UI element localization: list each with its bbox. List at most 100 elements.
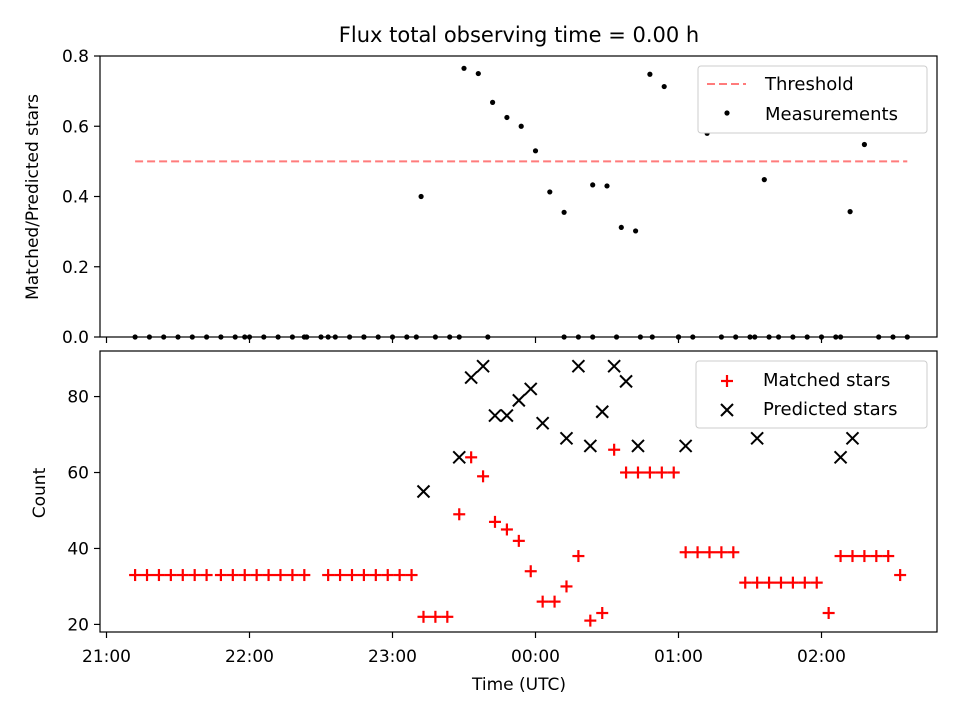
measurement-point [647, 71, 653, 77]
top-ytick-label: 0.2 [62, 258, 89, 278]
measurements-legend-swatch [724, 110, 730, 116]
matched-star-point [643, 466, 656, 479]
bottom-ytick-label: 80 [67, 388, 89, 408]
measurement-point [776, 334, 782, 340]
predicted-star-point [583, 439, 598, 453]
bottom-legend-box [695, 360, 928, 429]
matched-star-point [524, 565, 537, 578]
xtick-label: 02:00 [797, 647, 846, 667]
predicted-star-point [476, 359, 490, 373]
measurement-point [890, 334, 896, 340]
matched-star-point [584, 614, 597, 627]
measurement-point [547, 189, 553, 195]
measurement-point [561, 209, 567, 215]
predicted-star-point [559, 431, 574, 446]
predicted-legend-swatch [720, 403, 734, 417]
matched-star-point [739, 576, 752, 589]
predicted-star-point [750, 431, 764, 446]
predicted-star-point [524, 382, 538, 396]
predicted-star-point [452, 450, 466, 465]
measurement-point [590, 334, 596, 340]
measurement-point [475, 70, 481, 77]
matched-star-point [620, 466, 633, 479]
matched-star-point [357, 569, 370, 582]
measurement-point [375, 334, 381, 340]
top-legend-box [697, 65, 928, 134]
xtick-label: 21:00 [82, 647, 131, 667]
measurement-point [413, 334, 419, 340]
matched-star-point [548, 595, 561, 608]
matched-star-point [715, 546, 728, 559]
top-ytick-label: 0.8 [62, 47, 89, 67]
measurement-point [461, 65, 467, 71]
top-ytick-label: 0.0 [62, 328, 89, 348]
matched-star-point [188, 569, 201, 582]
bottom-y-axis: 20 40 60 80 [67, 388, 100, 635]
measurement-point [661, 83, 667, 90]
measurement-point [189, 334, 195, 340]
measurement-point [504, 114, 510, 121]
measurement-point [847, 209, 853, 215]
matched-stars-points [129, 443, 907, 627]
matched-star-point [477, 470, 490, 483]
matched-star-point [536, 595, 549, 608]
top-ytick-label: 0.4 [62, 188, 89, 208]
x-axis-label: Time (UTC) [471, 675, 566, 695]
matched-star-point [870, 550, 883, 563]
matched-star-point [631, 466, 644, 479]
measurement-point [837, 334, 844, 340]
matched-star-point [691, 546, 704, 559]
bottom-ytick-label: 20 [67, 615, 89, 635]
matched-star-point [214, 569, 227, 582]
measurement-point [289, 334, 295, 340]
matched-star-point [286, 569, 299, 582]
measurement-point [432, 334, 438, 340]
matched-star-point [369, 569, 382, 582]
predicted-star-point [571, 359, 586, 373]
matched-star-point [798, 576, 811, 589]
matched-star-point [152, 569, 165, 582]
xtick-label: 01:00 [654, 647, 703, 667]
matched-star-point [667, 466, 680, 479]
measurement-point [204, 334, 210, 340]
predicted-star-point [607, 359, 621, 373]
matched-star-point [322, 569, 335, 582]
top-y-axis-label: Matched/Predicted stars [23, 94, 43, 300]
measurement-point [590, 182, 596, 188]
matched-legend-label: Matched stars [763, 370, 890, 391]
matched-star-point [858, 550, 871, 563]
measurement-point [325, 334, 331, 340]
matched-star-point [298, 569, 311, 582]
top-ytick-label: 0.6 [62, 117, 89, 137]
bottom-ytick-label: 60 [67, 464, 89, 484]
matched-star-point [822, 607, 835, 620]
matched-star-point [381, 569, 394, 582]
xtick-label: 22:00 [225, 647, 274, 667]
matched-star-point [512, 534, 525, 547]
matched-star-point [763, 576, 776, 589]
measurement-point [161, 334, 167, 340]
matched-star-point [393, 569, 406, 582]
predicted-star-point [845, 431, 860, 446]
matched-star-point [465, 451, 478, 464]
measurement-point [146, 334, 152, 340]
measurement-point [418, 193, 424, 200]
measurement-point [733, 334, 739, 340]
measurement-point [447, 334, 453, 340]
xtick-label: 00:00 [511, 647, 560, 667]
measurement-point [861, 141, 868, 148]
matched-star-point [250, 569, 263, 582]
predicted-star-point [464, 370, 478, 385]
matched-star-point [846, 550, 859, 563]
measurement-point [275, 334, 281, 340]
matched-star-point [274, 569, 287, 582]
predicted-star-point [488, 408, 502, 423]
measurement-point [649, 334, 655, 340]
matched-star-point [238, 569, 251, 582]
measurement-point [518, 123, 524, 129]
measurement-point [301, 334, 307, 340]
measurement-point [761, 177, 767, 183]
measurement-point [485, 334, 491, 340]
